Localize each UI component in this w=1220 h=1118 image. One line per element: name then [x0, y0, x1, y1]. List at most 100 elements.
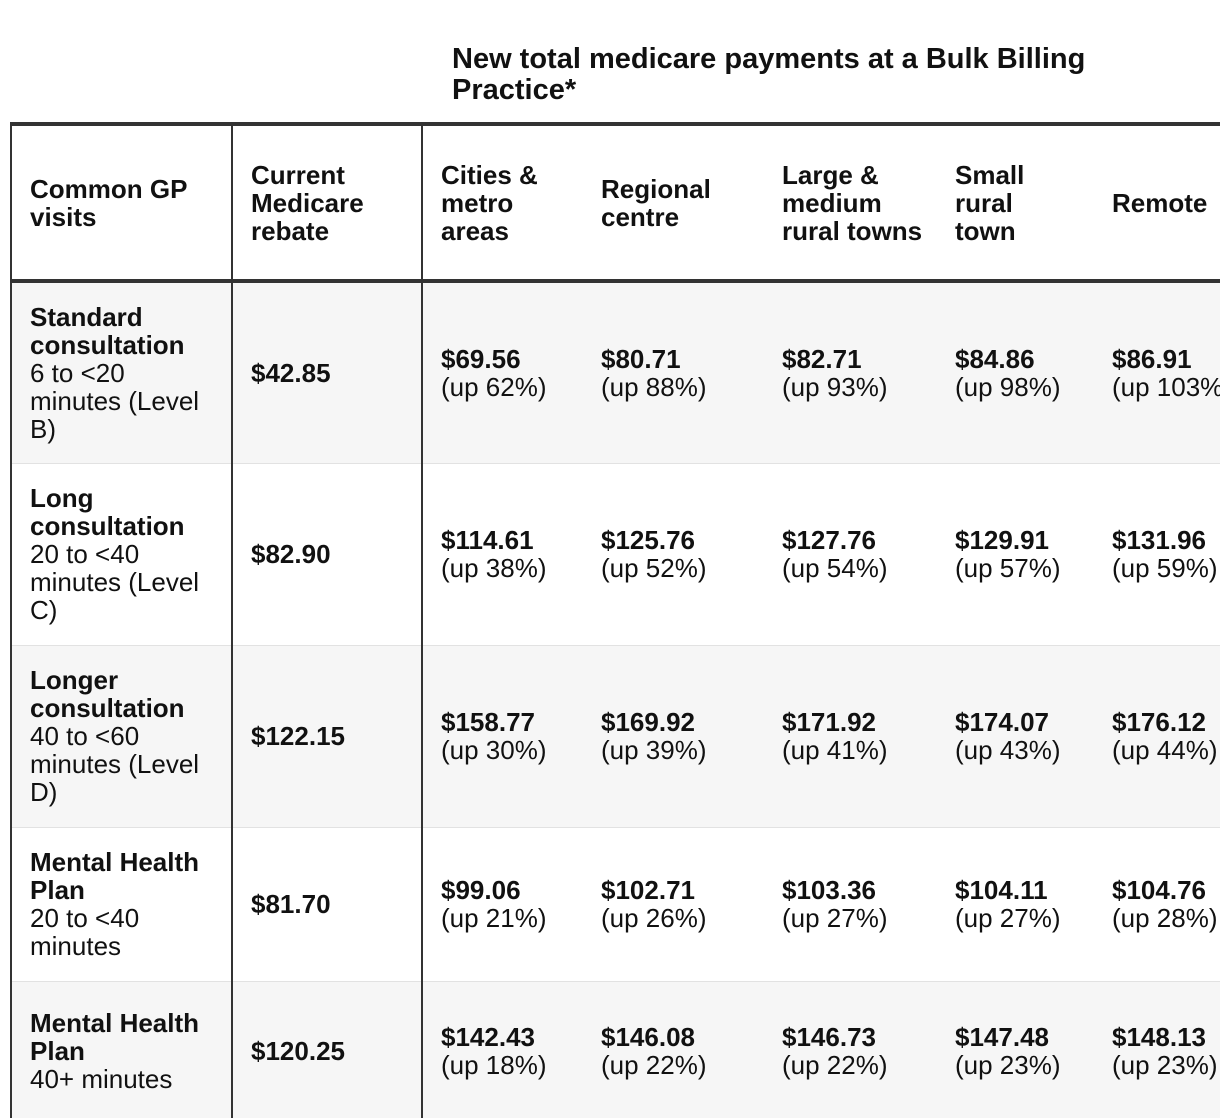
table-row: Mental Health Plan 40+ minutes $120.25 $…: [10, 981, 1220, 1118]
payment-amount: $104.11: [955, 875, 1048, 905]
rebate-value: $122.15: [251, 721, 345, 751]
visit-detail: 20 to <40 minutes (Level C): [30, 539, 200, 625]
payment-amount: $127.76: [782, 525, 876, 555]
visit-cell: Standard consultation 6 to <20 minutes (…: [10, 281, 233, 464]
column-header-cities: Cities & metro areas: [422, 122, 583, 283]
table-group-title: New total medicare payments at a Bulk Bi…: [452, 43, 1086, 106]
payment-amount: $146.08: [601, 1022, 695, 1052]
table-row: Standard consultation 6 to <20 minutes (…: [10, 281, 1220, 464]
cities-cell: $158.77 (up 30%): [422, 645, 583, 828]
payment-change: (up 88%): [601, 371, 707, 402]
small-rural-cell: $174.07 (up 43%): [937, 645, 1094, 828]
payment-change: (up 23%): [1112, 1050, 1218, 1080]
visit-cell: Longer consultation 40 to <60 minutes (L…: [10, 645, 233, 828]
visit-detail: 6 to <20 minutes (Level B): [30, 357, 200, 444]
payment-amount: $171.92: [782, 707, 876, 737]
large-rural-cell: $103.36 (up 27%): [764, 827, 937, 982]
large-rural-cell: $146.73 (up 22%): [764, 981, 937, 1118]
payment-amount: $104.76: [1112, 875, 1206, 905]
rebate-value: $82.90: [251, 539, 331, 569]
rebate-value: $120.25: [251, 1036, 345, 1066]
payment-change: (up 52%): [601, 553, 707, 583]
rebate-cell: $82.90: [232, 463, 423, 646]
payment-change: (up 43%): [955, 735, 1061, 765]
payment-amount: $86.91: [1112, 343, 1192, 374]
payment-change: (up 23%): [955, 1050, 1061, 1080]
cities-cell: $99.06 (up 21%): [422, 827, 583, 982]
visit-cell: Mental Health Plan 20 to <40 minutes: [10, 827, 233, 982]
large-rural-cell: $171.92 (up 41%): [764, 645, 937, 828]
regional-cell: $169.92 (up 39%): [583, 645, 764, 828]
rebate-cell: $42.85: [232, 281, 423, 464]
remote-cell: $131.96 (up 59%): [1094, 463, 1220, 646]
column-header-remote: Remote: [1094, 122, 1220, 283]
payment-change: (up 22%): [782, 1050, 888, 1080]
large-rural-cell: $82.71 (up 93%): [764, 281, 937, 464]
regional-cell: $80.71 (up 88%): [583, 281, 764, 464]
remote-cell: $104.76 (up 28%): [1094, 827, 1220, 982]
remote-cell: $148.13 (up 23%): [1094, 981, 1220, 1118]
visit-name: Mental Health Plan: [30, 1008, 200, 1066]
payment-amount: $125.76: [601, 525, 695, 555]
payment-amount: $158.77: [441, 707, 535, 737]
payment-change: (up 54%): [782, 553, 888, 583]
visit-name: Mental Health Plan: [30, 847, 200, 905]
cities-cell: $142.43 (up 18%): [422, 981, 583, 1118]
column-header-small-rural: Small rural town: [937, 122, 1094, 283]
column-header-visits: Common GP visits: [10, 122, 233, 283]
rebate-cell: $81.70: [232, 827, 423, 982]
payment-change: (up 30%): [441, 735, 547, 765]
payment-amount: $131.96: [1112, 525, 1206, 555]
visit-name: Long consultation: [30, 483, 185, 541]
remote-cell: $86.91 (up 103%): [1094, 281, 1220, 464]
small-rural-cell: $104.11 (up 27%): [937, 827, 1094, 982]
payment-amount: $69.56: [441, 343, 521, 374]
column-header-large-rural: Large & medium rural towns: [764, 122, 937, 283]
rebate-cell: $122.15: [232, 645, 423, 828]
payment-change: (up 39%): [601, 735, 707, 765]
table-row: Long consultation 20 to <40 minutes (Lev…: [10, 463, 1220, 646]
payment-change: (up 103%): [1112, 371, 1220, 402]
cities-cell: $114.61 (up 38%): [422, 463, 583, 646]
small-rural-cell: $84.86 (up 98%): [937, 281, 1094, 464]
visit-name: Standard consultation: [30, 301, 185, 360]
payment-amount: $147.48: [955, 1022, 1049, 1052]
table-row: Longer consultation 40 to <60 minutes (L…: [10, 645, 1220, 828]
large-rural-cell: $127.76 (up 54%): [764, 463, 937, 646]
payment-change: (up 18%): [441, 1050, 547, 1080]
table-container: Common GP visits Current Medicare rebate…: [10, 122, 1220, 1118]
payment-change: (up 27%): [782, 903, 888, 933]
payment-change: (up 38%): [441, 553, 547, 583]
payment-amount: $176.12: [1112, 707, 1206, 737]
payment-amount: $129.91: [955, 525, 1049, 555]
small-rural-cell: $129.91 (up 57%): [937, 463, 1094, 646]
payment-amount: $103.36: [782, 875, 876, 905]
column-header-rebate: Current Medicare rebate: [232, 122, 423, 283]
payment-change: (up 98%): [955, 371, 1061, 402]
header-row: Common GP visits Current Medicare rebate…: [10, 122, 1220, 283]
visit-cell: Long consultation 20 to <40 minutes (Lev…: [10, 463, 233, 646]
visit-name: Longer consultation: [30, 665, 185, 723]
payment-change: (up 93%): [782, 371, 888, 402]
payment-change: (up 28%): [1112, 903, 1218, 933]
payment-amount: $148.13: [1112, 1022, 1206, 1052]
regional-cell: $125.76 (up 52%): [583, 463, 764, 646]
payment-change: (up 41%): [782, 735, 888, 765]
payment-change: (up 21%): [441, 903, 547, 933]
payment-amount: $102.71: [601, 875, 695, 905]
payment-amount: $114.61: [441, 525, 534, 555]
payment-amount: $82.71: [782, 343, 862, 374]
payment-amount: $84.86: [955, 343, 1035, 374]
small-rural-cell: $147.48 (up 23%): [937, 981, 1094, 1118]
medicare-payments-table: Common GP visits Current Medicare rebate…: [10, 122, 1220, 1118]
remote-cell: $176.12 (up 44%): [1094, 645, 1220, 828]
payment-change: (up 62%): [441, 371, 547, 402]
payment-amount: $142.43: [441, 1022, 535, 1052]
payment-change: (up 27%): [955, 903, 1061, 933]
rebate-value: $81.70: [251, 889, 331, 919]
payment-change: (up 57%): [955, 553, 1061, 583]
payment-change: (up 59%): [1112, 553, 1218, 583]
visit-detail: 40 to <60 minutes (Level D): [30, 721, 200, 807]
payment-amount: $169.92: [601, 707, 695, 737]
payment-change: (up 26%): [601, 903, 707, 933]
